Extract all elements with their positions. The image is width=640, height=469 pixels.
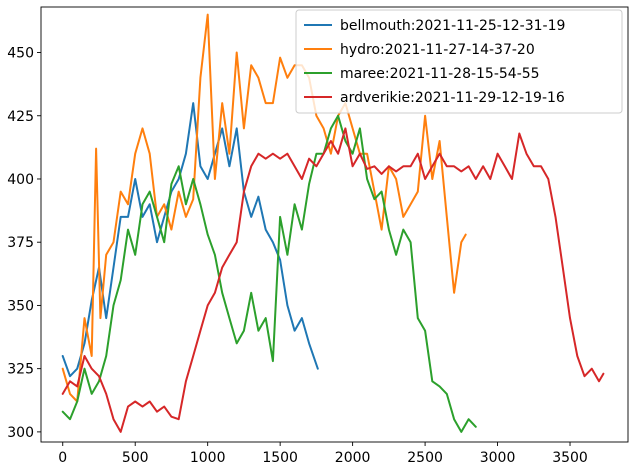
series-line-2 [61,114,477,433]
x-tick-label-0: 0 [58,450,67,466]
y-tick-label-4: 400 [7,172,34,188]
y-tick-label-1: 325 [7,362,34,378]
x-tick-label-6: 3000 [480,450,516,466]
x-tick-label-3: 1500 [262,450,298,466]
legend-label-0: bellmouth:2021-11-25-12-31-19 [340,18,565,34]
series-line-1 [61,13,467,403]
y-tick-label-5: 425 [7,109,34,125]
series-layer [61,13,605,433]
legend-label-2: maree:2021-11-28-15-54-55 [340,66,540,82]
x-tick-label-7: 3500 [552,450,588,466]
x-tick-label-1: 500 [122,450,149,466]
y-tick-label-3: 375 [7,235,34,251]
legend: bellmouth:2021-11-25-12-31-19 hydro:2021-… [295,9,623,114]
ticks-layer: 0 500 1000 1500 2000 2500 3000 3500 300 325 350 375… [7,46,588,466]
y-tick-label-2: 350 [7,298,34,314]
series-line-3 [61,127,605,433]
legend-label-3: ardverikie:2021-11-29-12-19-16 [340,90,565,106]
series-line-0 [61,102,319,378]
x-tick-label-2: 1000 [190,450,226,466]
x-tick-label-4: 2000 [335,450,371,466]
y-tick-label-6: 450 [7,46,34,62]
legend-box [295,9,623,114]
y-tick-label-0: 300 [7,425,34,441]
legend-label-1: hydro:2021-11-27-14-37-20 [340,42,535,58]
plot-frame [40,6,629,443]
x-tick-label-5: 2500 [407,450,443,466]
